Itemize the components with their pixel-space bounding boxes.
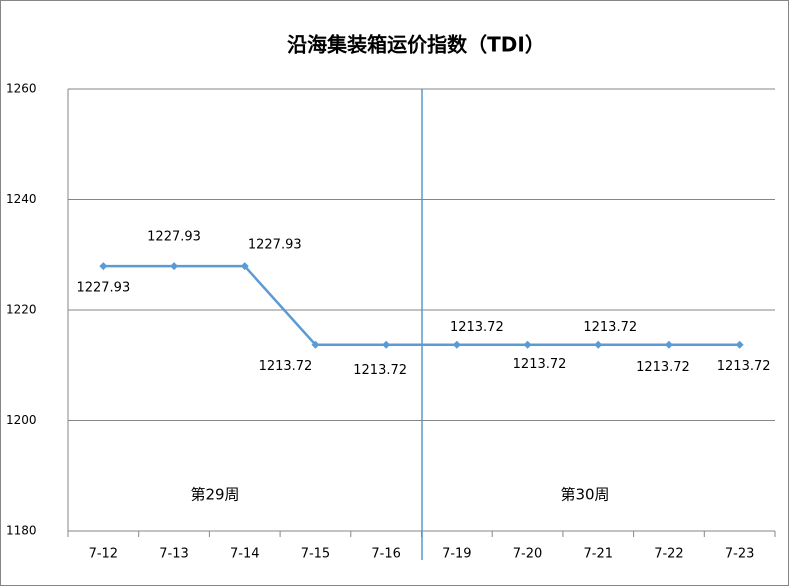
x-tick-label: 7-23 xyxy=(725,547,755,562)
data-label: 1213.72 xyxy=(717,359,771,374)
data-label: 1213.72 xyxy=(450,320,504,335)
x-tick-label: 7-19 xyxy=(442,547,472,562)
y-tick-label: 1200 xyxy=(6,413,37,427)
x-tick-label: 7-22 xyxy=(654,547,684,562)
marker xyxy=(735,340,744,349)
x-tick-label: 7-12 xyxy=(89,547,119,562)
marker xyxy=(170,262,179,271)
x-tick-label: 7-16 xyxy=(371,547,401,562)
week-label: 第29周 xyxy=(190,486,239,504)
marker xyxy=(240,262,249,271)
data-label: 1227.93 xyxy=(147,230,201,245)
y-tick-label: 1180 xyxy=(6,524,37,538)
marker xyxy=(311,340,320,349)
chart-title: 沿海集装箱运价指数（TDI） xyxy=(287,33,545,57)
line xyxy=(103,264,740,346)
y-tick-label: 1220 xyxy=(6,303,37,317)
marker xyxy=(452,340,461,349)
x-tick-label: 7-14 xyxy=(230,547,260,562)
x-tick-label: 7-20 xyxy=(513,547,543,562)
marker xyxy=(382,340,391,349)
y-tick-label: 1260 xyxy=(6,82,37,96)
data-label: 1213.72 xyxy=(583,320,637,335)
week-label: 第30周 xyxy=(560,486,609,504)
marker xyxy=(664,340,673,349)
marker xyxy=(594,340,603,349)
x-tick-label: 7-15 xyxy=(301,547,331,562)
y-tick-label: 1240 xyxy=(6,192,37,206)
x-tick-label: 7-21 xyxy=(583,547,613,562)
data-label: 1227.93 xyxy=(248,238,302,253)
data-label: 1213.72 xyxy=(259,359,313,374)
marker xyxy=(523,340,532,349)
x-tick-label: 7-13 xyxy=(159,547,189,562)
data-label: 1213.72 xyxy=(636,360,690,375)
data-label: 1227.93 xyxy=(76,281,130,296)
marker xyxy=(99,262,108,271)
data-label: 1213.72 xyxy=(353,363,407,378)
data-label: 1213.72 xyxy=(513,357,567,372)
